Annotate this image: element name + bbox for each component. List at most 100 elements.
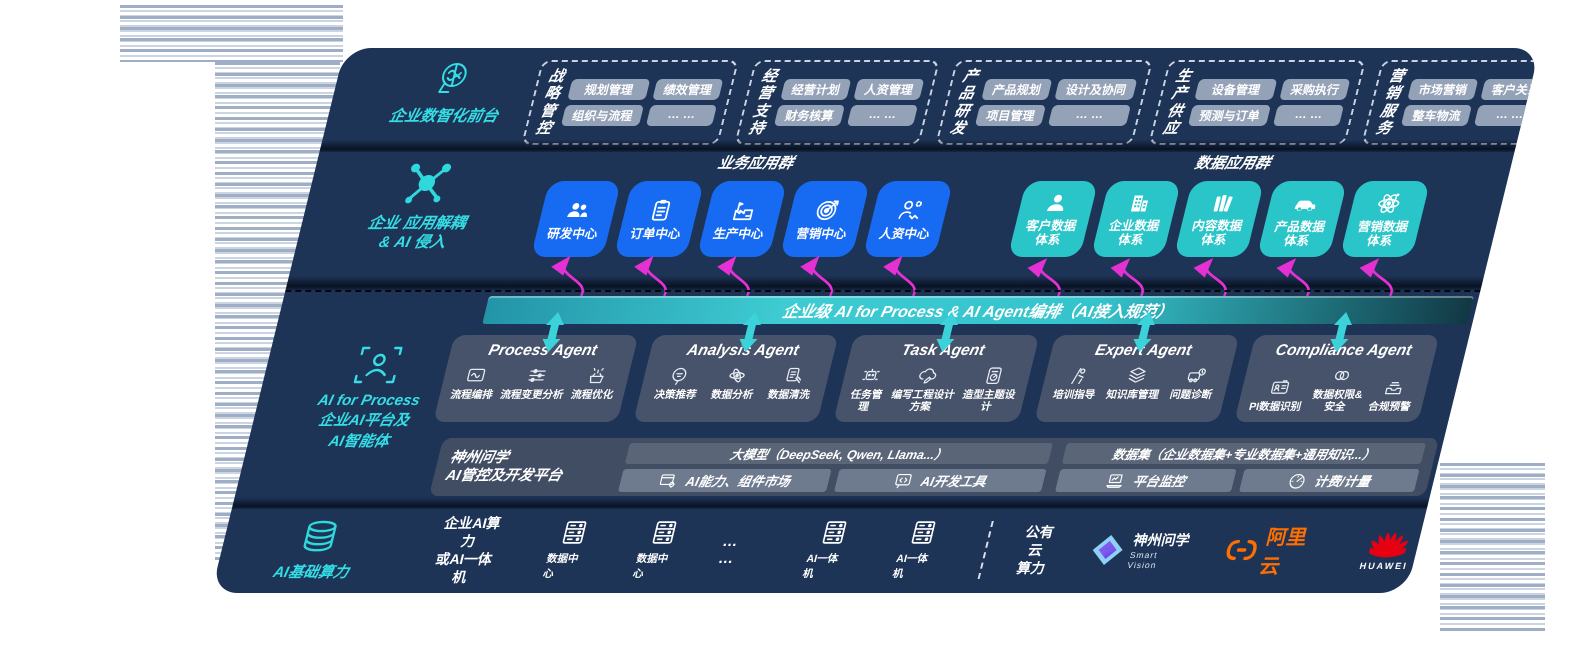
front-item: 人资管理 — [853, 79, 925, 100]
building-icon — [1130, 195, 1149, 212]
alibaba-cloud-logo: 阿里云 — [1220, 521, 1331, 579]
agent-title: Process Agent — [486, 342, 599, 359]
dashed-divider — [977, 521, 994, 579]
app-box-label: 人资中心 — [877, 227, 932, 241]
layer-shadow — [285, 276, 1484, 290]
front-group-operation: 经营 支持 经营计划 人资管理 财务核算 … … — [734, 60, 941, 145]
agent-title: Expert Agent — [1093, 342, 1194, 359]
scan-person-icon — [353, 346, 403, 384]
alert-tray-icon — [1384, 382, 1402, 395]
data-box-label: 产品数据 体系 — [1273, 220, 1327, 248]
agent-title: Task Agent — [899, 342, 987, 359]
dataset-grid: 数据集（企业数据集+专业数据集+通用知识...） 平台监控 计费/计量 — [1055, 442, 1427, 492]
server-icon — [911, 521, 936, 544]
front-group-name: 生产 供应 — [1161, 68, 1194, 137]
data-box-label: 营销数据 体系 — [1356, 220, 1410, 248]
data-box-enterprise: 企业数据 体系 — [1090, 181, 1182, 257]
doc-clean-icon — [785, 367, 801, 384]
front-group-name: 经营 支持 — [747, 68, 780, 137]
compute-layer: AI基础算力 企业AI算力 或AI一体机 数据中心 数据中心 … … AI一体机… — [242, 510, 1422, 590]
front-item: 产品规划 — [981, 79, 1053, 100]
architecture-panel: 企业数智化前台 战略 管控 规划管理 绩效管理 组织与流程 … … 经营 支持 经营… — [211, 48, 1541, 593]
diagnose-icon — [1187, 368, 1206, 383]
app-box-label: 营销中心 — [794, 227, 849, 241]
smartvision-logo: 神州问学 Smart Vision — [1085, 530, 1196, 570]
task-grid-icon — [862, 368, 880, 381]
agent-title: Compliance Agent — [1273, 342, 1414, 359]
agent-card-task: Task Agent 任务管理 编写工程设计方案 造型主题设计 — [833, 335, 1040, 423]
cell-ai-market: AI能力、组件市场 — [618, 468, 832, 492]
front-item: 市场营销 — [1407, 79, 1479, 100]
front-group-name: 战略 管控 — [534, 68, 567, 137]
data-box-product: 产品数据 体系 — [1256, 181, 1348, 257]
app-box-label: 订单中心 — [628, 227, 683, 241]
huawei-logo: HUAWEI — [1359, 530, 1417, 571]
linked-rings-icon — [1335, 370, 1350, 381]
optimize-box-icon — [589, 367, 604, 384]
front-item: 项目管理 — [974, 105, 1047, 126]
front-item: 绩效管理 — [652, 79, 724, 100]
ai-layer-label: AI for Process 企业AI平台及 AI智能体 — [264, 344, 475, 452]
front-item: 规划管理 — [567, 79, 651, 100]
base-compute-label: AI基础算力 — [244, 518, 389, 582]
scanline-decoration-top-left — [120, 5, 343, 62]
front-item-more: … … — [846, 105, 919, 126]
front-group-name: 营销 服务 — [1374, 68, 1407, 137]
clipboard-icon — [651, 199, 671, 221]
decouple-layer-title: 企业 应用解耦 & AI 侵入 — [366, 215, 468, 252]
target-icon — [816, 200, 839, 221]
agent-card-compliance: Compliance Agent PI数据识别 数据权限& 安全 合规预警 — [1233, 335, 1440, 423]
compute-node-datacenter: 数据中心 — [541, 519, 598, 581]
factory-icon — [732, 202, 754, 221]
front-item-more: … … — [1474, 105, 1541, 126]
decouple-layer-label: 企业 应用解耦 & AI 侵入 — [315, 160, 528, 253]
front-group-marketing: 营销 服务 市场营销 客户关系 整车物流 … … — [1361, 60, 1541, 145]
front-group-product: 产品 研发 产品规划 设计及协同 项目管理 … … — [935, 60, 1154, 145]
sliders-icon — [527, 368, 546, 383]
front-group-supply: 生产 供应 设备管理 采购执行 预测与订单 … … — [1148, 60, 1367, 145]
code-chat-icon — [895, 473, 913, 488]
layer-shadow — [319, 140, 1518, 152]
ai-layer-title: AI for Process 企业AI平台及 AI智能体 — [315, 392, 422, 450]
design-tablet-icon — [985, 367, 1002, 385]
front-item-more: … … — [645, 105, 718, 126]
team-icon — [567, 202, 587, 218]
server-icon — [562, 521, 587, 544]
books-icon — [1213, 195, 1233, 212]
agent-card-analysis: Analysis Agent 决策推荐 数据分析 数据清洗 — [633, 335, 839, 423]
ai-boundary-dashed-line — [285, 290, 1481, 292]
cell-ai-devtools: AI开发工具 — [833, 468, 1047, 492]
data-group-title: 数据应用群 — [1193, 155, 1273, 172]
app-box-hr-center: 人资中心 — [862, 181, 954, 257]
cell-platform-monitor: 平台监控 — [1055, 468, 1237, 492]
front-layer-label: 企业数智化前台 — [354, 58, 546, 126]
smartvision-diamond-icon — [1092, 535, 1123, 565]
ellipsis-text: … … — [716, 533, 742, 567]
compute-node-datacenter: 数据中心 — [631, 519, 688, 581]
alibaba-bracket-icon — [1226, 539, 1258, 561]
front-item-more: … … — [1047, 105, 1132, 126]
enterprise-compute-text: 企业AI算力 或AI一体机 — [433, 514, 503, 586]
flow-monitor-icon — [467, 368, 486, 382]
window-gear-icon — [660, 473, 676, 488]
server-icon — [652, 521, 677, 544]
public-cloud-text: 公有云 算力 — [1015, 523, 1056, 577]
database-icon — [303, 520, 337, 552]
data-box-marketing: 营销数据 体系 — [1339, 181, 1431, 257]
front-item: 设备管理 — [1194, 79, 1278, 100]
business-app-group: 业务应用群 研发中心 订单中心 — [530, 152, 961, 257]
layer-shadow — [231, 498, 1430, 509]
server-icon — [822, 521, 846, 544]
training-icon — [1070, 367, 1086, 385]
business-group-title: 业务应用群 — [716, 155, 796, 172]
model-grid: 大模型（DeepSeek, Qwen, Llama...） AI能力、组件市场 … — [618, 442, 1054, 492]
laptop-chart-icon — [1106, 473, 1124, 488]
front-item: 客户关系 — [1480, 79, 1541, 100]
data-box-label: 客户数据 体系 — [1024, 219, 1078, 247]
app-box-order-center: 订单中心 — [613, 181, 705, 257]
front-layer-title: 企业数智化前台 — [387, 108, 501, 125]
compute-node-ai-appliance: AI一体机 — [891, 519, 948, 581]
orchestration-bar: 企业级 AI for Process & AI Agent编排（AI接入规范） — [482, 296, 1475, 324]
front-group-name: 产品 研发 — [948, 68, 981, 137]
front-item: 设计及协同 — [1054, 79, 1138, 100]
